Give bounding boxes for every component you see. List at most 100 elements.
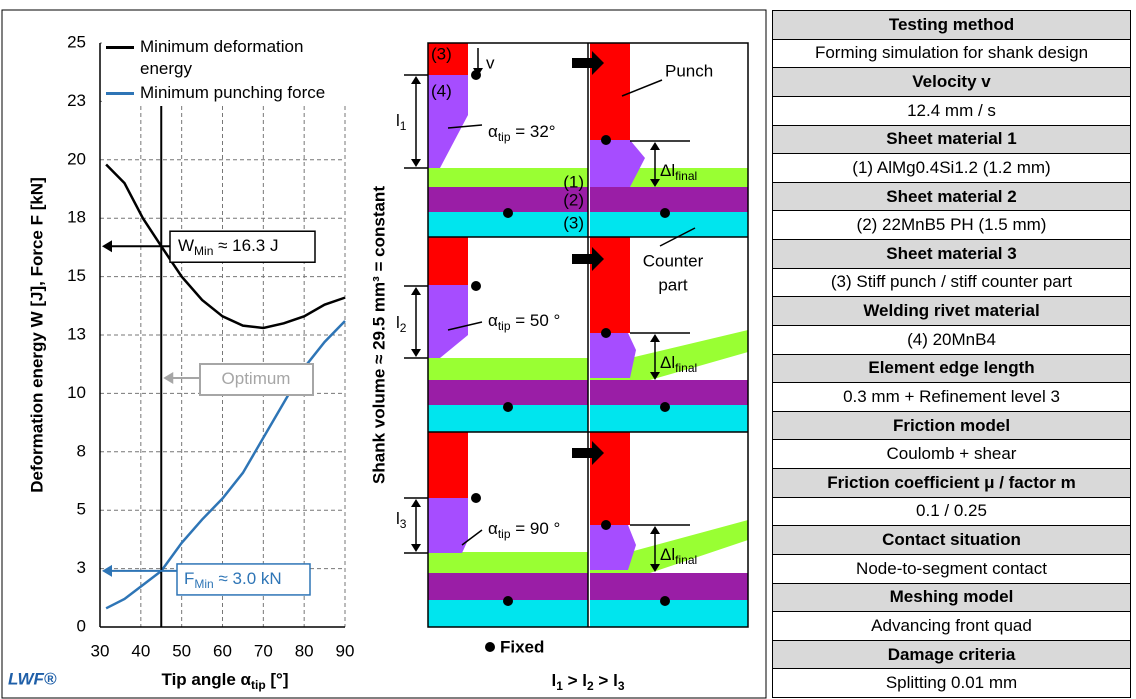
text-part: ≈ 16.3 J [213,237,278,256]
diagram-y-label: Shank volume ≈ 29.5 mm³ = constant [369,186,388,484]
text-part: Optimum [222,369,291,388]
text-part: 2 [400,321,407,335]
diagram-label: Punch [665,61,713,80]
text-part: W [178,237,194,256]
y-tick-label: 13 [67,324,86,343]
table-cell: Forming simulation for shank design [773,40,1130,69]
fixed-label: Fixed [500,637,544,656]
table-cell: Node-to-segment contact [773,555,1130,584]
y-tick-label: 8 [77,441,86,460]
legend-swatch [106,46,134,49]
x-tick-label: 40 [131,641,150,660]
relation-label: l1 > l2 > l3 [551,671,624,693]
table-cell: Advancing front quad [773,612,1130,641]
angle-label: αtip = 50 ° [488,311,560,333]
table-header: Sheet material 3 [773,240,1130,269]
legend-entry: Minimum punching force [102,82,346,104]
text-part: > l [594,671,618,690]
y-tick-label: 18 [67,208,86,227]
table-cell: Coulomb + shear [773,440,1130,469]
text-part: 3 [618,679,625,693]
text-part: Min [194,244,213,258]
legend-entry: Minimum deformation energy [102,36,346,80]
y-tick-label: 20 [67,149,86,168]
layer-label: (3) [563,213,584,232]
layer-label: (1) [563,172,584,191]
table-header: Friction model [773,412,1130,441]
table-header: Testing method [773,11,1130,40]
annotation-arrow-head [163,372,173,384]
x-tick-label: 90 [336,641,355,660]
text-part: Min [194,577,213,591]
text-part: Tip angle α [162,670,252,689]
y-tick-label: 0 [77,616,86,635]
y-tick-label: 5 [77,500,86,519]
length-label: l1 [396,111,407,133]
angle-label: αtip = 32° [488,122,556,144]
diagram-label: part [658,275,688,294]
table-header: Damage criteria [773,641,1130,670]
x-tick-label: 80 [295,641,314,660]
y-tick-label: 10 [67,383,86,402]
text-part: tip [498,319,511,333]
y-tick-label: 23 [67,91,86,110]
text-part: α [488,122,498,141]
table-cell: (2) 22MnB5 PH (1.5 mm) [773,211,1130,240]
x-tick-label: 70 [254,641,273,660]
x-tick-label: 30 [91,641,110,660]
table-header: Sheet material 2 [773,183,1130,212]
y-tick-label: 25 [67,32,86,51]
table-header: Contact situation [773,526,1130,555]
length-label: l2 [396,313,407,335]
table-cell: Splitting 0.01 mm [773,669,1130,697]
legend-label: Minimum punching force [140,82,325,104]
text-part: α [488,519,498,538]
table-cell: 0.1 / 0.25 [773,498,1130,527]
table-cell: 0.3 mm + Refinement level 3 [773,383,1130,412]
y-tick-label: 15 [67,266,86,285]
y-axis-label: Deformation energy W [J], Force F [kN] [27,177,46,492]
text-part: 3 [400,517,407,531]
table-header: Velocity v [773,68,1130,97]
annotation-arrow-head [102,240,112,252]
diagram-label: (3) [431,44,452,63]
x-tick-label: 50 [172,641,191,660]
page: 03581013151820232530405060708090Deformat… [0,0,1136,699]
text-part: final [675,169,697,183]
text-part: = 90 ° [511,519,561,538]
table-header: Friction coefficient μ / factor m [773,469,1130,498]
table-header: Meshing model [773,584,1130,613]
legend-swatch [106,92,134,95]
text-part: Δl [660,161,675,180]
text-part: final [675,361,697,375]
text-part: ≈ 3.0 kN [214,569,282,588]
text-part: 1 [400,119,407,133]
y-tick-label: 3 [77,558,86,577]
text-part: tip [498,130,511,144]
table-cell: 12.4 mm / s [773,97,1130,126]
table-cell: (1) AlMg0.4Si1.2 (1.2 mm) [773,154,1130,183]
x-tick-label: 60 [213,641,232,660]
text-part: tip [251,678,266,692]
logo: LWF® [8,669,57,688]
table-cell: (3) Stiff punch / stiff counter part [773,269,1130,298]
text-part: Δl [660,545,675,564]
layer-label: (2) [563,190,584,209]
text-part: Δl [660,353,675,372]
diagram-label: (4) [431,81,452,100]
annotation-arrow-head [102,565,112,577]
table-header: Sheet material 1 [773,126,1130,155]
annotation-text: WMin ≈ 16.3 J [178,237,278,259]
table-header: Welding rivet material [773,297,1130,326]
text-part: = 50 ° [511,311,561,330]
text-part: [°] [266,670,289,689]
text-part: = 32° [511,122,556,141]
diagram-label: v [486,53,495,72]
delta-label: Δlfinal [660,161,697,183]
text-part: final [675,553,697,567]
text-part: tip [498,527,511,541]
table-header: Element edge length [773,355,1130,384]
angle-label: αtip = 90 ° [488,519,560,541]
